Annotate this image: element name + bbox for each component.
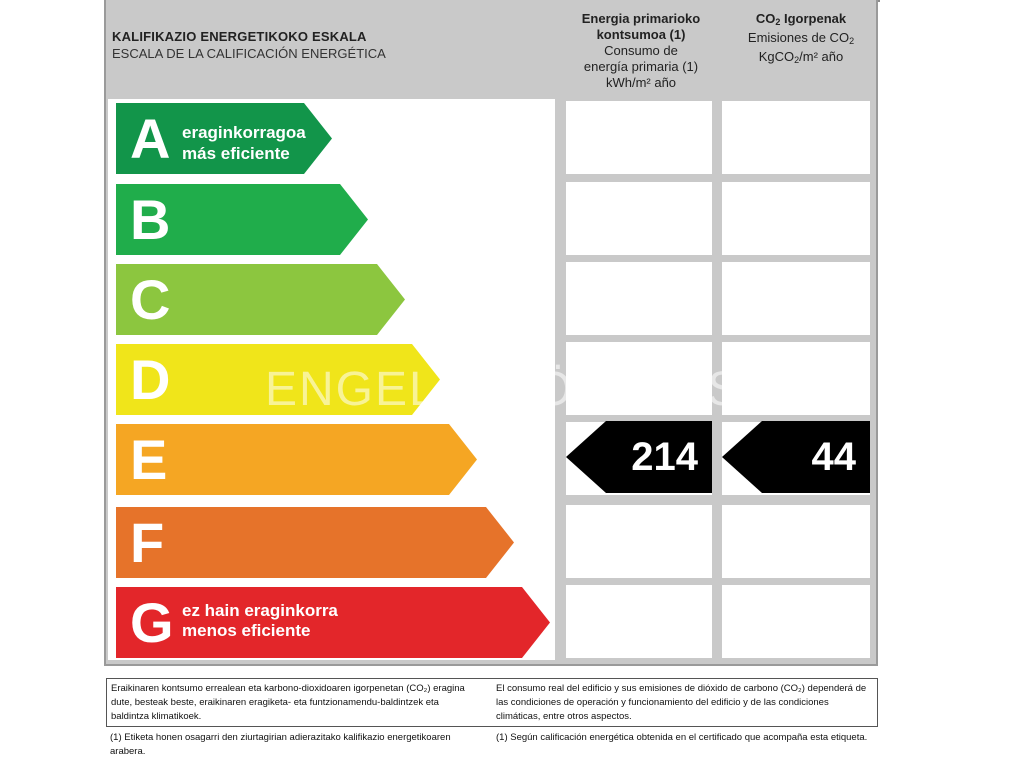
primary-energy-cell — [566, 342, 712, 415]
primary-energy-rating-arrow: 214 — [566, 421, 712, 493]
primary-energy-cell — [566, 585, 712, 658]
footer-spanish-text: El consumo real del edificio y sus emisi… — [496, 683, 867, 722]
co2-unit: KgCO2/m² año — [758, 49, 844, 65]
primary-energy-title-es-2: energía primaria (1) — [583, 59, 699, 74]
footer-box — [106, 678, 878, 727]
scale-letter: D — [130, 348, 171, 411]
primary-energy-unit: kWh/m² año — [605, 75, 677, 90]
scale-letter: G — [130, 591, 174, 654]
primary-energy-title-eu-1: Energia primarioko — [581, 11, 701, 26]
footnote-spanish: (1) Según calificación energética obteni… — [496, 732, 868, 743]
co2-cell — [722, 262, 870, 335]
scale-label-spanish: menos eficiente — [182, 621, 311, 640]
co2-cell — [722, 101, 870, 174]
scale-arrow-shape — [116, 264, 405, 335]
co2-title-es: Emisiones de CO2 — [747, 30, 855, 46]
primary-energy-title-es-1: Consumo de — [604, 43, 678, 58]
scale-letter: C — [130, 268, 171, 331]
scale-arrow-shape — [116, 184, 368, 255]
scale-letter: E — [130, 428, 168, 491]
scale-title-spanish: ESCALA DE LA CALIFICACIÓN ENERGÉTICA — [112, 46, 386, 61]
scale-arrow-c: C — [116, 264, 405, 335]
scale-label-basque: ez hain eraginkorra — [182, 601, 338, 620]
footnote-basque: (1) Etiketa honen osagarri den ziurtagir… — [110, 732, 451, 757]
primary-energy-cell — [566, 101, 712, 174]
primary-energy-value: 214 — [631, 435, 698, 479]
primary-energy-title-eu-2: kontsumoa (1) — [596, 27, 686, 42]
scale-arrow-d: D — [116, 344, 440, 415]
scale-arrow-b: B — [116, 184, 368, 255]
footer-basque-text: Eraikinaren kontsumo errealean eta karbo… — [111, 683, 465, 722]
primary-energy-cell — [566, 505, 712, 578]
scale-arrow-shape — [116, 507, 514, 578]
scale-arrow-shape — [116, 344, 440, 415]
scale-arrow-shape — [116, 587, 550, 658]
scale-label-basque: eraginkorragoa — [182, 123, 306, 142]
scale-arrow-e: E — [116, 424, 477, 495]
scale-arrow-shape — [116, 424, 477, 495]
co2-cell — [722, 505, 870, 578]
co2-title-eu: CO2 Igorpenak — [755, 11, 847, 27]
scale-title-basque: KALIFIKAZIO ENERGETIKOKO ESKALA — [112, 29, 367, 44]
primary-energy-cell — [566, 262, 712, 335]
primary-energy-cell — [566, 182, 712, 255]
co2-value: 44 — [811, 435, 857, 479]
scale-letter: B — [130, 188, 171, 251]
scale-arrow-shape — [116, 103, 332, 174]
co2-cell — [722, 585, 870, 658]
primary-energy-header: Energia primarioko kontsumoa (1) Consumo… — [566, 11, 716, 91]
co2-cell — [722, 342, 870, 415]
primary-energy-arrow-shape — [566, 421, 712, 493]
co2-header: CO2 Igorpenak Emisiones de CO2 KgCO2/m² … — [724, 11, 878, 68]
scale-arrow-f: F — [116, 507, 514, 578]
scale-letter: F — [130, 511, 165, 574]
scale-header: KALIFIKAZIO ENERGETIKOKO ESKALA ESCALA D… — [112, 28, 386, 62]
scale-letter: A — [130, 107, 171, 170]
co2-arrow-shape — [722, 421, 870, 493]
co2-cell — [722, 182, 870, 255]
co2-rating-arrow: 44 — [722, 421, 870, 493]
scale-label-spanish: más eficiente — [182, 144, 290, 163]
